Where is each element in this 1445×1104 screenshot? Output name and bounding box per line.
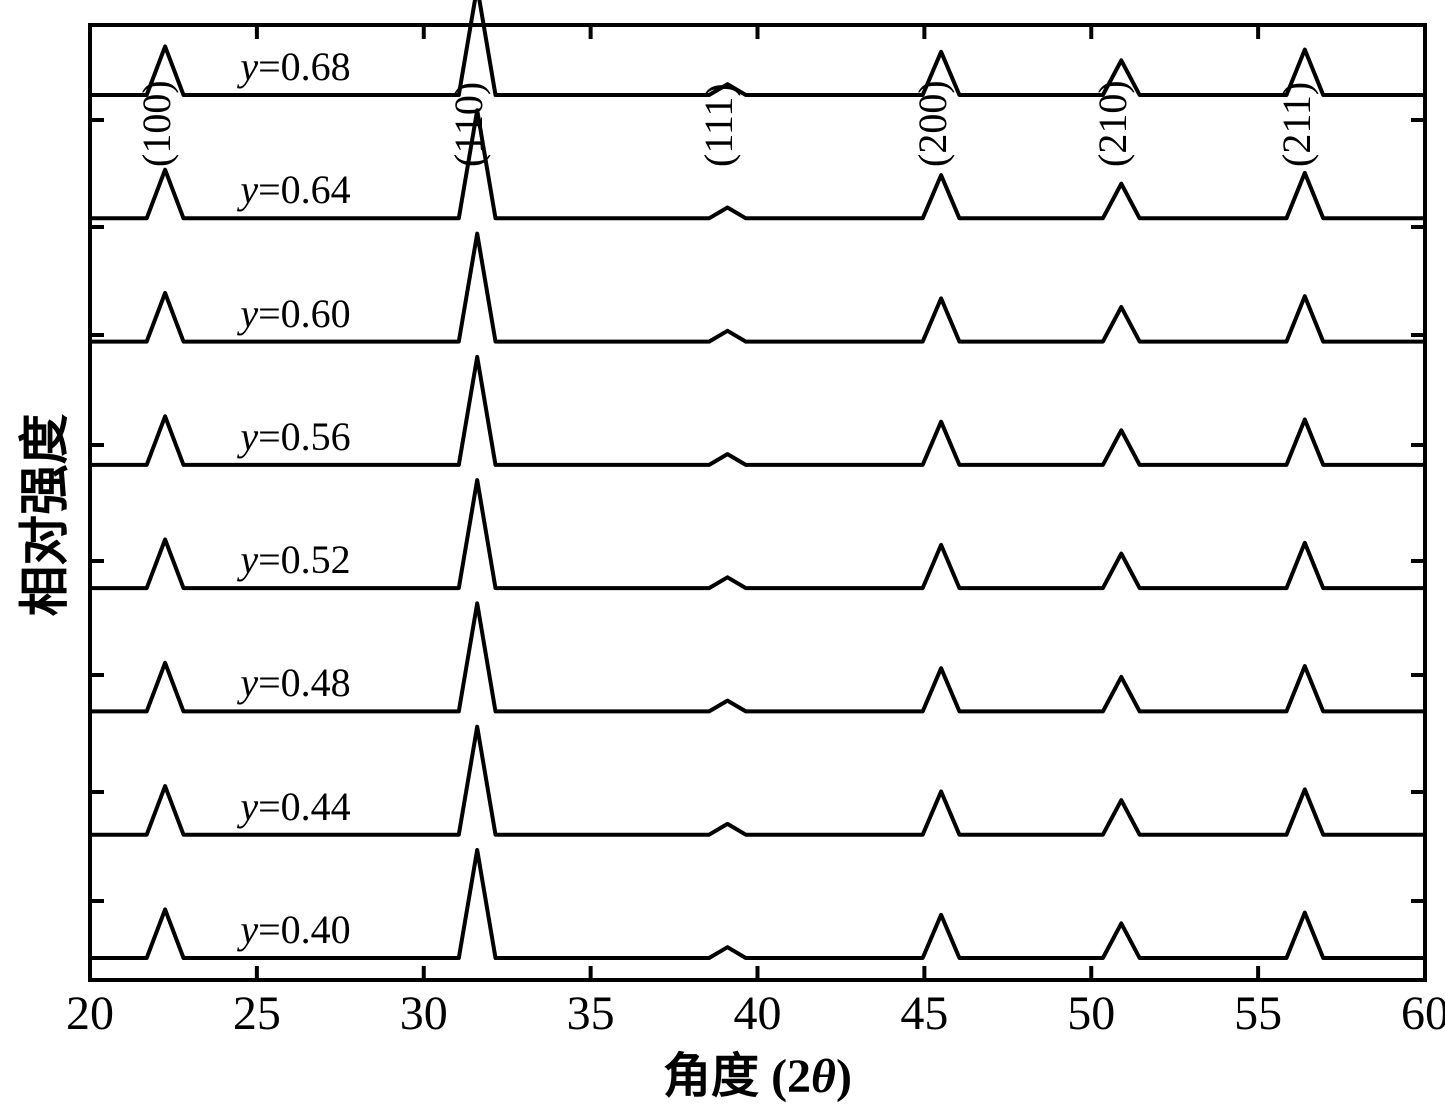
series-label-y: y [240,537,258,582]
x-axis-label-paren-open: ( [771,1050,787,1103]
series-label-y: y [240,167,258,212]
x-axis-label-prefix: 角度 [663,1050,771,1103]
x-axis-label-theta: θ [811,1050,836,1103]
miller-index-label: (111) [695,83,742,167]
miller-index-label: (210) [1089,80,1136,167]
x-tick-label: 45 [900,986,948,1041]
series-label-y: y [240,784,258,829]
x-tick-label: 20 [66,986,114,1041]
miller-index-label: (110) [445,82,492,167]
x-tick-label: 30 [400,986,448,1041]
series-label-val: =0.40 [258,907,351,952]
series-label-val: =0.44 [258,784,351,829]
x-axis-label-paren-close: ) [836,1050,852,1103]
series-label: y=0.52 [240,536,350,583]
series-label-val: =0.60 [258,291,351,336]
series-label-y: y [240,907,258,952]
series-label-y: y [240,414,258,459]
miller-index-label: (200) [909,80,956,167]
x-axis-label: 角度 (2θ) [608,1036,908,1104]
series-label-val: =0.64 [258,167,351,212]
x-tick-label: 25 [233,986,281,1041]
series-label: y=0.40 [240,906,350,953]
x-tick-label: 50 [1067,986,1115,1041]
y-axis-label: 相对强度 [3,355,77,675]
series-label: y=0.56 [240,413,350,460]
series-label-val: =0.52 [258,537,351,582]
series-label-val: =0.56 [258,414,351,459]
series-label-y: y [240,291,258,336]
series-label: y=0.64 [240,166,350,213]
miller-index-label: (100) [133,80,180,167]
series-label-val: =0.68 [258,44,351,89]
x-tick-label: 40 [734,986,782,1041]
series-label: y=0.60 [240,290,350,337]
x-tick-label: 35 [567,986,615,1041]
miller-index-label: (211) [1273,82,1320,167]
xrd-chart-root: 相对强度 角度 (2θ) 202530354045505560y=0.40y=0… [0,0,1445,1104]
series-label-val: =0.48 [258,660,351,705]
series-label: y=0.48 [240,659,350,706]
series-label: y=0.44 [240,783,350,830]
x-axis-label-two: 2 [787,1050,811,1103]
series-label-y: y [240,660,258,705]
x-tick-label: 55 [1234,986,1282,1041]
y-axis-label-text: 相对强度 [17,413,73,616]
series-label: y=0.68 [240,43,350,90]
series-label-y: y [240,44,258,89]
x-tick-label: 60 [1401,986,1445,1041]
